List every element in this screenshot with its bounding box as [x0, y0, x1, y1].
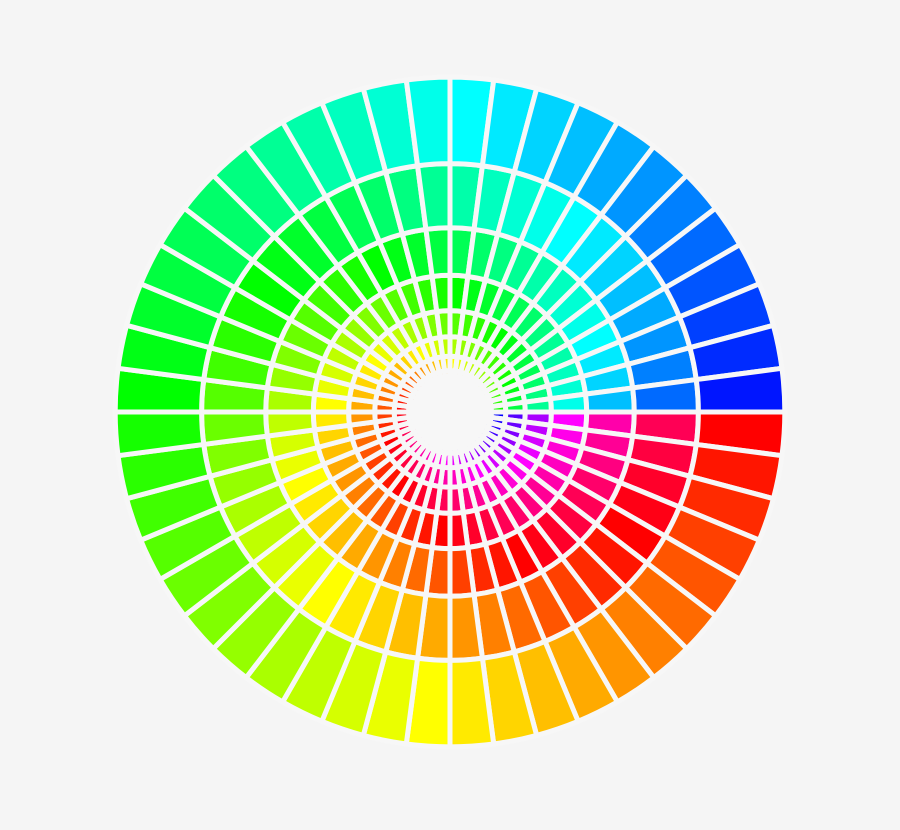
wheel-cell [522, 396, 554, 415]
wheel-cell [447, 592, 485, 663]
wheel-cell [693, 365, 788, 415]
wheel-cell [630, 377, 701, 415]
wheel-cell [548, 391, 590, 415]
wheel-cell [429, 272, 453, 314]
wheel-cell [502, 399, 528, 415]
wheel-cell [310, 409, 352, 433]
wheel-cell-group [112, 74, 788, 750]
wheel-cell [263, 409, 317, 439]
wheel-cell [447, 545, 477, 599]
wheel-cell [415, 161, 453, 232]
wheel-cell [447, 510, 471, 552]
wheel-cell [423, 225, 453, 279]
wheel-cell [199, 409, 270, 447]
wheel-cell [583, 385, 637, 415]
